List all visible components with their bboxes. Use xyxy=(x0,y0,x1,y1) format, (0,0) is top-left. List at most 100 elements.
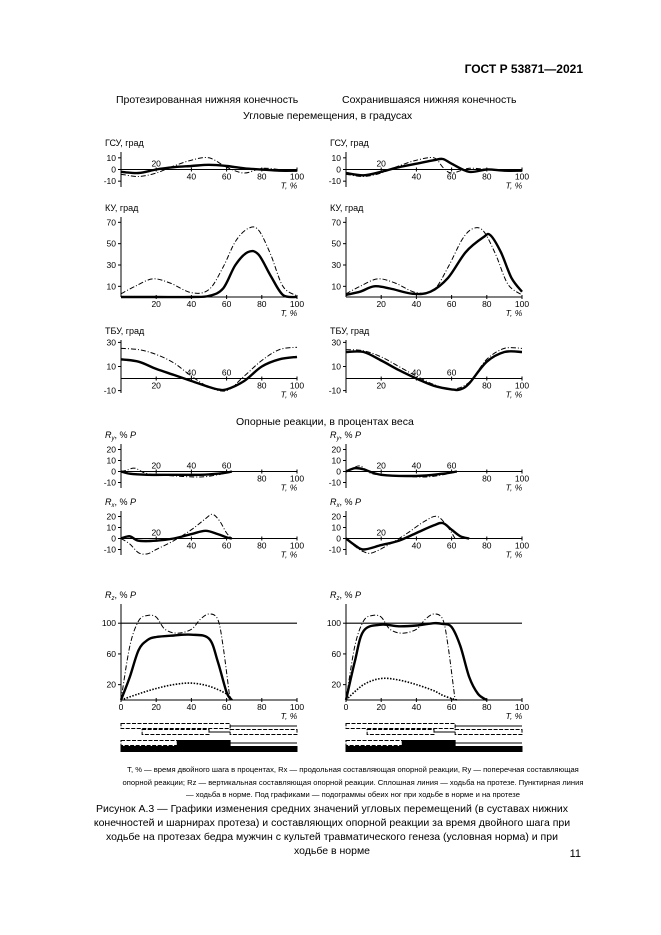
series-solid xyxy=(345,350,523,392)
y-tick-label: 10 xyxy=(107,281,117,291)
x-tick-label: 100 xyxy=(290,474,304,484)
series-dashed xyxy=(345,465,458,478)
x-tick-label: 100 xyxy=(290,702,304,712)
x-axis-label: T, % xyxy=(506,390,523,400)
section-title-forces: Опорные реакции, в процентах веса xyxy=(236,416,414,428)
series-solid xyxy=(120,355,298,392)
y-tick-label: 0 xyxy=(111,534,116,544)
y-tick-label: 30 xyxy=(332,337,342,347)
series-dashed xyxy=(120,346,298,392)
column-title-prosthetic: Протезированная нижняя конечность xyxy=(116,94,299,106)
x-tick-label: 20 xyxy=(376,528,386,538)
y-tick-label: 10 xyxy=(332,153,342,163)
podogram-bar-solid xyxy=(433,746,523,752)
y-tick-label: 100 xyxy=(102,618,116,628)
x-tick-label: 80 xyxy=(482,541,492,551)
x-tick-label: 60 xyxy=(222,461,232,471)
y-tick-label: 60 xyxy=(332,649,342,659)
x-axis-label: T, % xyxy=(281,181,298,191)
x-tick-label: 40 xyxy=(412,172,422,182)
x-tick-label: 80 xyxy=(482,381,492,391)
x-tick-label: 60 xyxy=(222,299,232,309)
y-tick-label: -10 xyxy=(329,545,342,555)
y-tick-label: 20 xyxy=(332,445,342,455)
x-tick-label: 20 xyxy=(376,381,386,391)
chart-title: ТБУ, град xyxy=(330,326,370,336)
y-tick-label: 10 xyxy=(107,362,117,372)
x-tick-label: 40 xyxy=(187,461,197,471)
series-dashed xyxy=(345,227,523,296)
podogram-bar-dashed xyxy=(141,729,210,735)
series-dashed xyxy=(345,157,523,178)
y-tick-label: -10 xyxy=(329,386,342,396)
x-tick-label: 40 xyxy=(412,461,422,471)
series-solid xyxy=(121,249,298,299)
series-solid xyxy=(344,621,488,702)
chart-title: Rz, % P xyxy=(330,590,361,602)
x-axis-label: T, % xyxy=(281,711,298,721)
series-solid xyxy=(120,470,233,477)
y-tick-label: 30 xyxy=(107,260,117,270)
x-tick-label: 0 xyxy=(344,702,349,712)
x-tick-label: 60 xyxy=(447,461,457,471)
section-title-angles: Угловые перемещения, в градусах xyxy=(243,110,413,122)
series-dashed xyxy=(345,515,456,554)
series-dashed xyxy=(120,613,231,701)
y-tick-label: 70 xyxy=(107,217,117,227)
x-tick-label: 40 xyxy=(412,702,422,712)
x-tick-label: 0 xyxy=(119,702,124,712)
x-tick-label: 60 xyxy=(222,172,232,182)
podogram-bar-solid xyxy=(176,740,231,746)
figure-caption: Рисунок А.3 — Графики изменения средних … xyxy=(93,803,571,857)
x-axis-label: T, % xyxy=(281,390,298,400)
y-tick-label: 10 xyxy=(332,362,342,372)
y-tick-label: 20 xyxy=(332,680,342,690)
y-tick-label: -10 xyxy=(104,478,117,488)
x-tick-label: 100 xyxy=(290,299,304,309)
y-tick-label: 10 xyxy=(332,456,342,466)
y-tick-label: 70 xyxy=(332,217,342,227)
x-tick-label: 60 xyxy=(447,702,457,712)
podogram-bar-dashed xyxy=(345,740,403,746)
chart-title: ГСУ, град xyxy=(330,138,369,148)
y-tick-label: -10 xyxy=(104,176,117,186)
y-tick-label: 20 xyxy=(332,512,342,522)
x-tick-label: 100 xyxy=(290,381,304,391)
x-tick-label: 80 xyxy=(482,299,492,309)
y-tick-label: 60 xyxy=(107,649,117,659)
x-tick-label: 20 xyxy=(151,159,161,169)
series-dashed xyxy=(120,157,298,178)
series-dashed xyxy=(345,613,456,701)
podogram-bar-solid xyxy=(120,746,210,752)
podogram-bar-dashed xyxy=(366,729,435,735)
x-tick-label: 20 xyxy=(151,299,161,309)
series-solid xyxy=(119,633,233,701)
chart-title: Rz, % P xyxy=(105,590,136,602)
series-solid xyxy=(345,466,458,478)
x-axis-label: T, % xyxy=(506,483,523,493)
y-tick-label: 50 xyxy=(332,239,342,249)
column-title-intact: Сохранившаяся нижняя конечность xyxy=(342,94,517,106)
podogram-bar-dashed xyxy=(229,729,298,735)
x-tick-label: 60 xyxy=(222,368,232,378)
x-tick-label: 80 xyxy=(257,172,267,182)
series-solid xyxy=(345,157,523,177)
x-tick-label: 100 xyxy=(515,541,529,551)
chart-title: Ry, % P xyxy=(105,430,136,442)
x-tick-label: 20 xyxy=(151,702,161,712)
y-tick-label: 30 xyxy=(332,260,342,270)
series-solid xyxy=(120,163,298,175)
series-dashed xyxy=(120,513,233,555)
y-tick-label: 0 xyxy=(336,165,341,175)
x-axis-label: T, % xyxy=(281,483,298,493)
series-dotted xyxy=(345,677,458,701)
x-tick-label: 80 xyxy=(257,474,267,484)
